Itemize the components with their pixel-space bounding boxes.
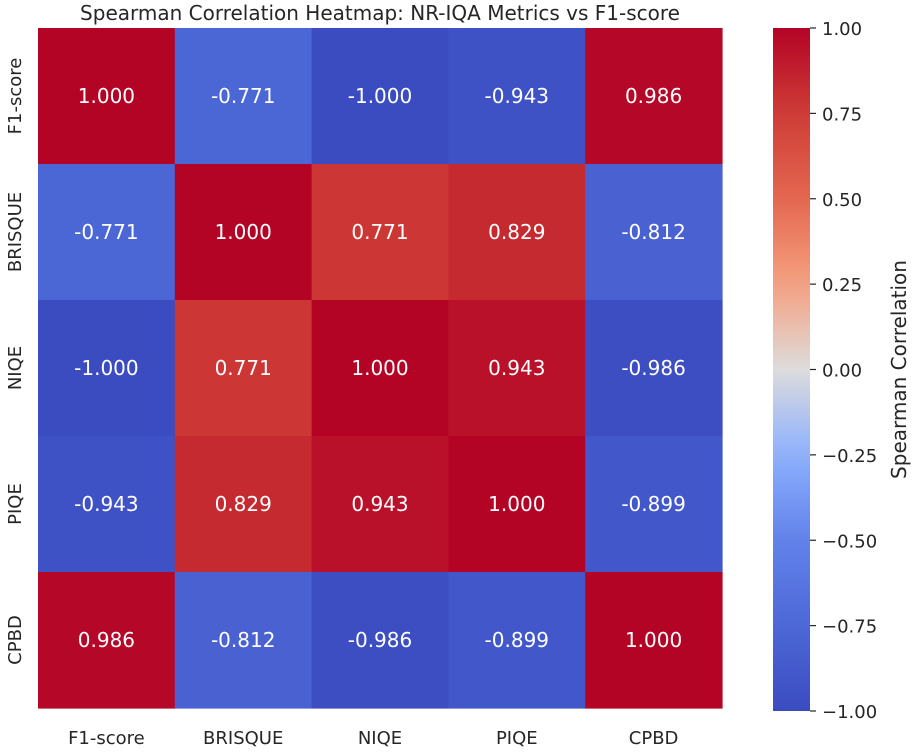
x-tick-label: BRISQUE <box>203 728 283 748</box>
heatmap-cell <box>585 28 723 165</box>
heatmap-cell <box>38 164 176 301</box>
cell-value-label: 1.000 <box>78 84 135 108</box>
colorbar-tick-label: −0.75 <box>822 617 877 638</box>
heatmap-cell <box>38 436 176 573</box>
y-tick-label: PIQE <box>5 483 26 525</box>
heatmap-cell <box>311 164 449 301</box>
heatmap-cell <box>38 300 176 437</box>
heatmap-cell <box>585 164 723 301</box>
x-tick-label: NIQE <box>358 728 402 748</box>
colorbar-tick-label: 1.00 <box>822 19 862 40</box>
x-tick-label: PIQE <box>496 728 538 748</box>
heatmap-cell <box>448 300 586 437</box>
heatmap-cell <box>448 572 586 709</box>
heatmap-cell <box>174 28 313 165</box>
cell-value-label: 0.943 <box>351 492 408 516</box>
x-tick-labels: F1-score BRISQUE NIQE PIQE CPBD <box>68 728 679 749</box>
cell-value-label: -1.000 <box>74 356 138 380</box>
heatmap-cell <box>585 436 723 573</box>
colorbar-tick-label: 0.25 <box>822 275 862 296</box>
cell-value-label: -0.812 <box>621 220 685 244</box>
cell-value-label: -0.899 <box>621 492 685 516</box>
y-tick-label: BRISQUE <box>5 192 26 272</box>
cell-value-label: 0.829 <box>488 220 545 244</box>
heatmap-cell <box>311 572 449 709</box>
cell-value-label: -0.943 <box>74 492 138 516</box>
colorbar-ticks: 1.00 0.75 0.50 0.25 0.00 −0.25 −0.50 −0.75 −1.00 <box>810 19 877 723</box>
cell-value-label: 0.829 <box>215 492 272 516</box>
heatmap-cell <box>311 28 449 165</box>
heatmap-cell <box>448 436 586 573</box>
cell-value-label: 0.986 <box>625 84 682 108</box>
colorbar-tick-label: −1.00 <box>822 702 877 723</box>
chart-title: Spearman Correlation Heatmap: NR-IQA Met… <box>80 1 680 25</box>
heatmap-cell <box>448 164 586 301</box>
cell-value-label: -0.986 <box>348 628 412 652</box>
cell-value-label: -0.812 <box>211 628 275 652</box>
cell-value-label: 0.943 <box>488 356 545 380</box>
heatmap-cell <box>174 572 313 709</box>
cell-value-label: 1.000 <box>625 628 682 652</box>
heatmap-cell <box>38 572 176 709</box>
y-tick-label: CPBD <box>5 615 26 665</box>
colorbar-tick-label: 0.75 <box>822 104 862 125</box>
colorbar-tick-label: 0.50 <box>822 190 862 211</box>
cell-value-label: 1.000 <box>351 356 408 380</box>
heatmap-cells <box>38 28 723 709</box>
cell-value-label: 1.000 <box>215 220 272 244</box>
x-tick-label: CPBD <box>629 728 679 748</box>
y-tick-labels: F1-score BRISQUE NIQE PIQE CPBD <box>5 58 26 665</box>
cell-value-label: -0.899 <box>485 628 549 652</box>
heatmap-cell <box>174 300 313 437</box>
colorbar-label: Spearman Correlation <box>887 260 911 479</box>
heatmap-cell <box>585 300 723 437</box>
cell-value-label: -0.771 <box>74 220 138 244</box>
y-tick-label: F1-score <box>5 58 26 135</box>
x-tick-label: F1-score <box>68 728 145 748</box>
heatmap-cell <box>174 436 313 573</box>
y-tick-label: NIQE <box>5 346 26 390</box>
heatmap-cell <box>585 572 723 709</box>
heatmap-cell <box>38 28 176 165</box>
colorbar-tick-label: −0.50 <box>822 531 877 552</box>
colorbar-tick-label: 0.00 <box>822 361 862 382</box>
colorbar <box>773 28 810 711</box>
heatmap-cell <box>448 28 586 165</box>
colorbar-tick-label: −0.25 <box>822 446 877 467</box>
cell-value-label: -0.943 <box>485 84 549 108</box>
heatmap-cell <box>174 164 313 301</box>
cell-value-label: 1.000 <box>488 492 545 516</box>
cell-value-label: 0.771 <box>351 220 408 244</box>
cell-value-label: -0.986 <box>621 356 685 380</box>
cell-value-label: -1.000 <box>348 84 412 108</box>
heatmap-cell <box>311 436 449 573</box>
cell-value-label: 0.771 <box>215 356 272 380</box>
heatmap-cell <box>311 300 449 437</box>
cell-value-label: -0.771 <box>211 84 275 108</box>
heatmap-cell-labels: 1.000 -0.771 -1.000 -0.943 0.986 -0.771 1.000 0… <box>74 84 686 652</box>
cell-value-label: 0.986 <box>78 628 135 652</box>
